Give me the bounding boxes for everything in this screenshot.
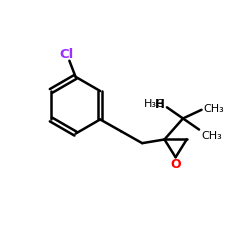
Text: H: H [155,98,165,111]
Text: CH₃: CH₃ [201,131,222,141]
Text: H₃C: H₃C [144,99,165,109]
Text: CH₃: CH₃ [204,104,224,114]
Text: O: O [170,158,181,172]
Text: Cl: Cl [59,48,73,61]
